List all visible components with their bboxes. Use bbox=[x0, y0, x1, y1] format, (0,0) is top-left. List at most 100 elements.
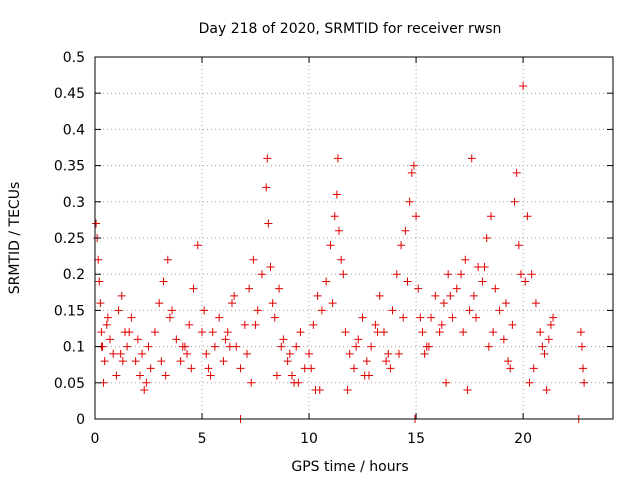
data-point bbox=[424, 342, 433, 351]
data-point bbox=[105, 335, 114, 344]
data-point bbox=[114, 306, 123, 315]
data-point bbox=[264, 219, 273, 228]
data-point bbox=[187, 364, 196, 373]
data-point bbox=[371, 320, 380, 329]
data-point bbox=[283, 357, 292, 366]
data-point bbox=[305, 349, 314, 358]
data-point bbox=[508, 320, 517, 329]
x-tick-label: 10 bbox=[300, 431, 318, 447]
data-point bbox=[472, 313, 481, 322]
y-tick-label: 0.2 bbox=[63, 267, 85, 283]
data-point bbox=[362, 357, 371, 366]
data-point bbox=[262, 183, 271, 192]
data-point bbox=[279, 335, 288, 344]
data-point bbox=[448, 313, 457, 322]
data-point bbox=[489, 328, 498, 337]
x-tick-label: 15 bbox=[407, 431, 425, 447]
data-point bbox=[354, 335, 363, 344]
data-point bbox=[577, 342, 586, 351]
data-point bbox=[444, 270, 453, 279]
data-point bbox=[484, 342, 493, 351]
data-point bbox=[399, 313, 408, 322]
data-point bbox=[292, 342, 301, 351]
data-point bbox=[311, 386, 320, 395]
data-point bbox=[519, 81, 528, 90]
data-point bbox=[538, 342, 547, 351]
data-point bbox=[544, 335, 553, 344]
data-point bbox=[343, 386, 352, 395]
data-point bbox=[96, 299, 105, 308]
data-point bbox=[240, 320, 249, 329]
y-tick-label: 0.25 bbox=[54, 231, 85, 247]
data-point bbox=[103, 313, 112, 322]
data-point bbox=[117, 291, 126, 300]
data-point bbox=[245, 284, 254, 293]
data-point bbox=[230, 291, 239, 300]
data-point bbox=[542, 386, 551, 395]
data-point bbox=[163, 255, 172, 264]
data-point bbox=[435, 328, 444, 337]
x-tick-label: 20 bbox=[514, 431, 532, 447]
data-point bbox=[352, 342, 361, 351]
data-point bbox=[504, 357, 513, 366]
y-tick-label: 0.05 bbox=[54, 376, 85, 392]
data-point bbox=[178, 342, 187, 351]
data-point bbox=[206, 371, 215, 380]
data-point bbox=[461, 255, 470, 264]
data-point bbox=[335, 226, 344, 235]
data-point bbox=[412, 212, 421, 221]
data-point bbox=[431, 291, 440, 300]
data-point bbox=[506, 364, 515, 373]
data-point bbox=[236, 364, 245, 373]
y-tick-label: 0.1 bbox=[63, 340, 85, 356]
data-point bbox=[127, 313, 136, 322]
data-point bbox=[536, 328, 545, 337]
data-point bbox=[138, 349, 147, 358]
data-point bbox=[495, 306, 504, 315]
data-point bbox=[382, 357, 391, 366]
data-point bbox=[452, 284, 461, 293]
data-point bbox=[157, 357, 166, 366]
data-point bbox=[579, 364, 588, 373]
data-point bbox=[332, 190, 341, 199]
data-point bbox=[386, 364, 395, 373]
data-point bbox=[420, 349, 429, 358]
data-point bbox=[341, 328, 350, 337]
data-point bbox=[414, 284, 423, 293]
data-point bbox=[102, 320, 111, 329]
data-point bbox=[251, 320, 260, 329]
data-point bbox=[482, 234, 491, 242]
data-point bbox=[384, 349, 393, 358]
data-point bbox=[313, 291, 322, 300]
data-point bbox=[146, 364, 155, 373]
data-point bbox=[459, 328, 468, 337]
data-point bbox=[486, 212, 495, 221]
data-point bbox=[322, 277, 331, 286]
x-tick-label: 5 bbox=[198, 431, 207, 447]
data-point bbox=[527, 270, 536, 279]
data-point bbox=[155, 299, 164, 308]
data-point bbox=[467, 154, 476, 163]
data-point bbox=[221, 335, 230, 344]
data-point bbox=[183, 349, 192, 358]
data-point bbox=[546, 320, 555, 329]
data-point bbox=[266, 262, 275, 271]
data-point bbox=[118, 357, 127, 366]
data-point bbox=[272, 371, 281, 380]
data-point bbox=[112, 371, 121, 380]
data-point bbox=[263, 154, 272, 163]
data-point bbox=[215, 313, 224, 322]
data-point bbox=[116, 349, 125, 358]
data-point bbox=[317, 306, 326, 315]
data-point bbox=[337, 255, 346, 264]
data-point bbox=[309, 320, 318, 329]
y-tick-label: 0.4 bbox=[63, 122, 85, 138]
data-point bbox=[94, 255, 103, 264]
data-point bbox=[247, 378, 256, 387]
data-point bbox=[521, 277, 530, 286]
data-point bbox=[198, 328, 207, 337]
data-point bbox=[268, 299, 277, 308]
data-point bbox=[200, 306, 209, 315]
